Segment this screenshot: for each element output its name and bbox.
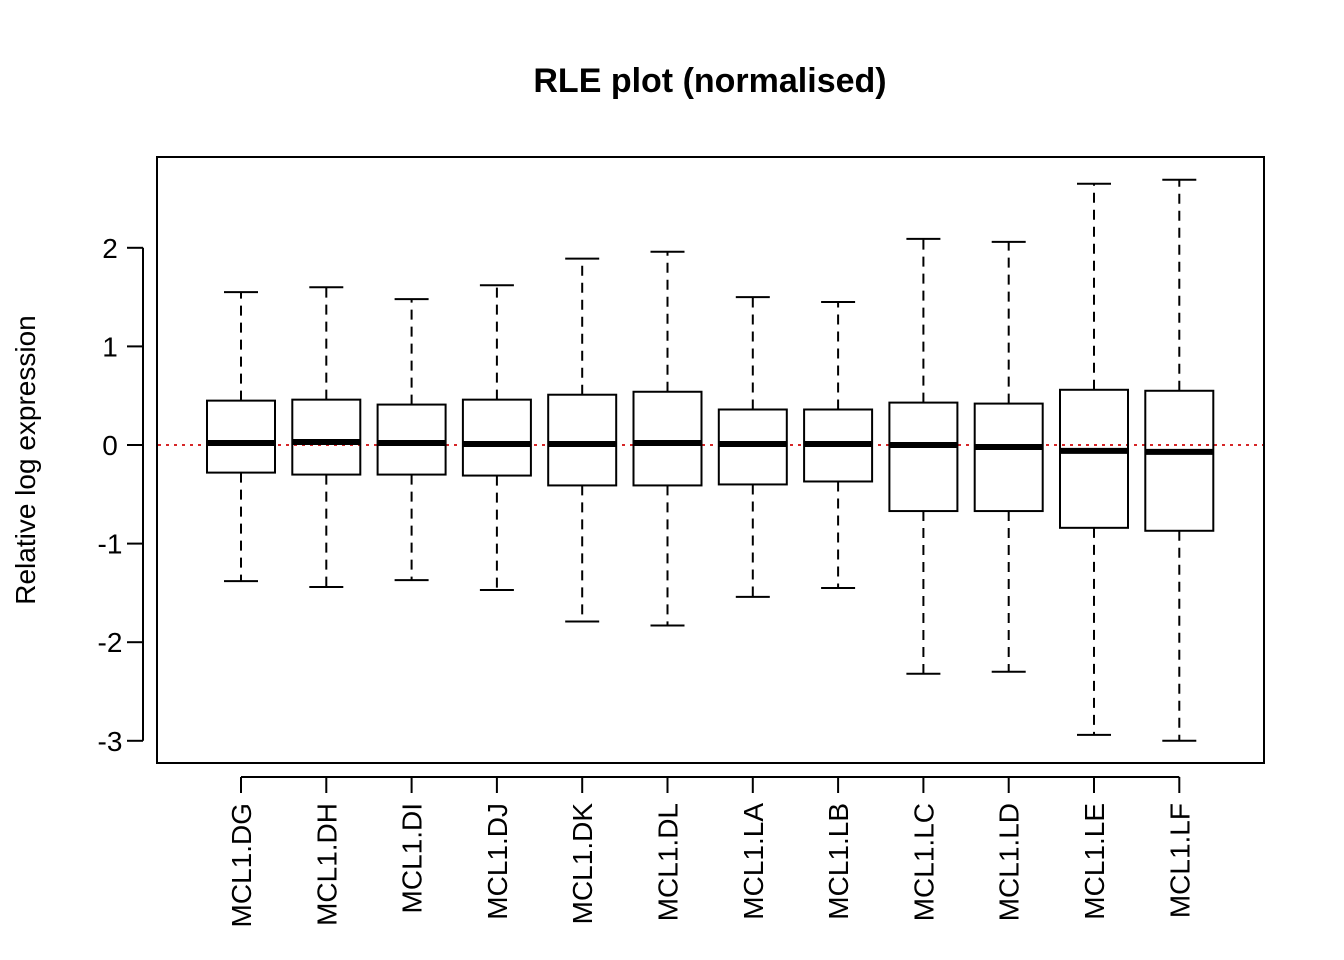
iqr-box	[888, 401, 959, 513]
iqr-box	[973, 402, 1044, 513]
box-MCL1.DG	[206, 291, 276, 583]
iqr-box	[632, 390, 703, 487]
y-tick-label: -2	[98, 627, 123, 658]
x-tick-label: MCL1.DK	[567, 803, 598, 925]
box-MCL1.DI	[376, 298, 447, 582]
box-MCL1.LF	[1144, 178, 1215, 742]
x-tick-label: MCL1.DG	[226, 803, 257, 927]
y-tick-label: 2	[102, 233, 118, 264]
x-tick-label: MCL1.DH	[311, 803, 342, 926]
box-MCL1.LD	[973, 240, 1044, 673]
chart-title: RLE plot (normalised)	[533, 62, 886, 100]
x-tick-label: MCL1.LC	[908, 803, 939, 921]
iqr-box	[547, 393, 618, 487]
y-tick-label: -3	[98, 726, 123, 757]
iqr-box	[376, 403, 447, 476]
x-tick-label: MCL1.DI	[397, 803, 428, 913]
iqr-box	[291, 398, 362, 476]
y-tick-label: 0	[102, 430, 118, 461]
y-tick-label: 1	[102, 331, 118, 362]
x-tick-label: MCL1.LF	[1164, 803, 1195, 918]
box-MCL1.LE	[1059, 182, 1129, 736]
x-tick-label: MCL1.LE	[1079, 803, 1110, 920]
iqr-box	[1144, 389, 1215, 532]
box-MCL1.DH	[291, 286, 362, 588]
box-MCL1.DK	[547, 257, 618, 623]
y-axis: -3 -2 -1 0 1 2	[98, 233, 144, 757]
box-MCL1.LA	[717, 296, 788, 598]
x-tick-label: MCL1.LD	[994, 803, 1025, 921]
box-series	[206, 178, 1215, 742]
iqr-box	[206, 399, 276, 474]
box-MCL1.DL	[632, 250, 703, 627]
x-axis: MCL1.DG MCL1.DH MCL1.DI MCL1.DJ MCL1.DK MCL1.…	[226, 776, 1195, 927]
iqr-box	[1059, 388, 1129, 529]
x-tick-label: MCL1.DL	[653, 803, 684, 921]
x-tick-label: MCL1.DJ	[482, 803, 513, 920]
box-MCL1.LB	[803, 301, 874, 589]
box-MCL1.LC	[888, 237, 959, 675]
x-tick-label: MCL1.LB	[823, 803, 854, 920]
x-tick-label: MCL1.LA	[738, 803, 769, 920]
iqr-box	[461, 398, 532, 477]
plot-frame	[156, 156, 1265, 764]
y-tick-label: -1	[98, 529, 123, 560]
y-axis-label: Relative log expression	[10, 315, 41, 605]
box-MCL1.DJ	[461, 284, 532, 591]
